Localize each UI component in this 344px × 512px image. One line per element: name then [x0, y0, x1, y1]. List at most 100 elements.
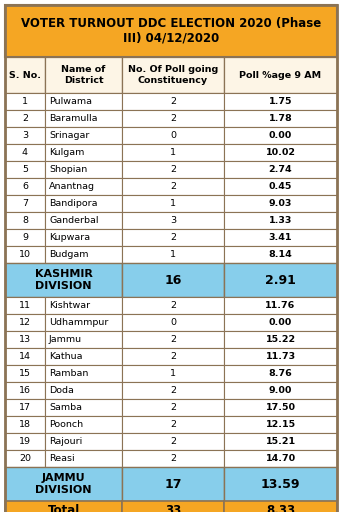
Bar [122, 57, 224, 93]
Bar [5, 144, 45, 161]
Bar [5, 212, 45, 229]
Text: Samba: Samba [49, 403, 82, 412]
Bar [224, 57, 337, 93]
Text: 2.91: 2.91 [265, 273, 296, 287]
Bar [5, 433, 45, 450]
Text: 33: 33 [165, 504, 181, 512]
Bar [224, 144, 337, 161]
Bar [122, 195, 224, 212]
Text: 2: 2 [170, 386, 176, 395]
Bar [5, 5, 337, 57]
Text: 15.22: 15.22 [266, 335, 295, 344]
Text: 9.00: 9.00 [269, 386, 292, 395]
Text: 6: 6 [22, 182, 28, 191]
Text: Doda: Doda [49, 386, 74, 395]
Bar [45, 229, 122, 246]
Text: 13: 13 [19, 335, 31, 344]
Text: 12.15: 12.15 [266, 420, 295, 429]
Bar [5, 246, 45, 263]
Text: 2: 2 [170, 301, 176, 310]
Text: 1: 1 [170, 148, 176, 157]
Bar [224, 399, 337, 416]
Bar [224, 331, 337, 348]
Text: 14: 14 [19, 352, 31, 361]
Bar [5, 229, 45, 246]
Text: Kathua: Kathua [49, 352, 83, 361]
Bar [122, 331, 224, 348]
Bar [5, 195, 45, 212]
Text: Kulgam: Kulgam [49, 148, 84, 157]
Bar [5, 314, 45, 331]
Bar [122, 433, 224, 450]
Text: 9.03: 9.03 [269, 199, 292, 208]
Text: 7: 7 [22, 199, 28, 208]
Text: 2: 2 [170, 114, 176, 123]
Text: 15: 15 [19, 369, 31, 378]
Bar [5, 57, 45, 93]
Text: Srinagar: Srinagar [49, 131, 89, 140]
Bar [224, 297, 337, 314]
Bar [45, 331, 122, 348]
Bar [224, 195, 337, 212]
Bar [224, 161, 337, 178]
Bar [122, 450, 224, 467]
Text: 1.78: 1.78 [269, 114, 292, 123]
Bar [5, 501, 122, 512]
Bar [5, 161, 45, 178]
Text: 19: 19 [19, 437, 31, 446]
Text: 1: 1 [170, 199, 176, 208]
Bar [224, 348, 337, 365]
Bar [224, 382, 337, 399]
Bar [5, 110, 45, 127]
Text: 2.74: 2.74 [269, 165, 292, 174]
Bar [45, 365, 122, 382]
Bar [45, 110, 122, 127]
Bar [224, 450, 337, 467]
Bar [224, 467, 337, 501]
Bar [122, 314, 224, 331]
Text: 13.59: 13.59 [261, 478, 300, 490]
Text: 17: 17 [164, 478, 182, 490]
Text: 2: 2 [170, 437, 176, 446]
Bar [122, 161, 224, 178]
Bar [5, 331, 45, 348]
Bar [45, 399, 122, 416]
Text: KASHMIR
DIVISION: KASHMIR DIVISION [34, 269, 93, 291]
Bar [122, 297, 224, 314]
Text: 18: 18 [19, 420, 31, 429]
Bar [122, 416, 224, 433]
Bar [224, 110, 337, 127]
Text: 8: 8 [22, 216, 28, 225]
Text: 2: 2 [170, 165, 176, 174]
Bar [45, 212, 122, 229]
Bar [45, 433, 122, 450]
Text: Udhammpur: Udhammpur [49, 318, 108, 327]
Bar [224, 246, 337, 263]
Text: Kishtwar: Kishtwar [49, 301, 90, 310]
Text: 17: 17 [19, 403, 31, 412]
Text: Jammu: Jammu [49, 335, 82, 344]
Text: Anantnag: Anantnag [49, 182, 95, 191]
Text: 2: 2 [170, 233, 176, 242]
Text: 8.14: 8.14 [269, 250, 292, 259]
Text: 10: 10 [19, 250, 31, 259]
Text: 1.75: 1.75 [269, 97, 292, 106]
Bar [5, 93, 45, 110]
Bar [122, 110, 224, 127]
Bar [122, 467, 224, 501]
Bar [122, 127, 224, 144]
Text: 14.70: 14.70 [266, 454, 295, 463]
Bar [5, 178, 45, 195]
Bar [122, 212, 224, 229]
Text: 8.33: 8.33 [266, 504, 295, 512]
Bar [122, 399, 224, 416]
Bar [122, 93, 224, 110]
Bar [45, 348, 122, 365]
Bar [45, 195, 122, 212]
Bar [5, 365, 45, 382]
Bar [45, 297, 122, 314]
Bar [224, 365, 337, 382]
Bar [224, 416, 337, 433]
Bar [45, 450, 122, 467]
Text: 3: 3 [170, 216, 176, 225]
